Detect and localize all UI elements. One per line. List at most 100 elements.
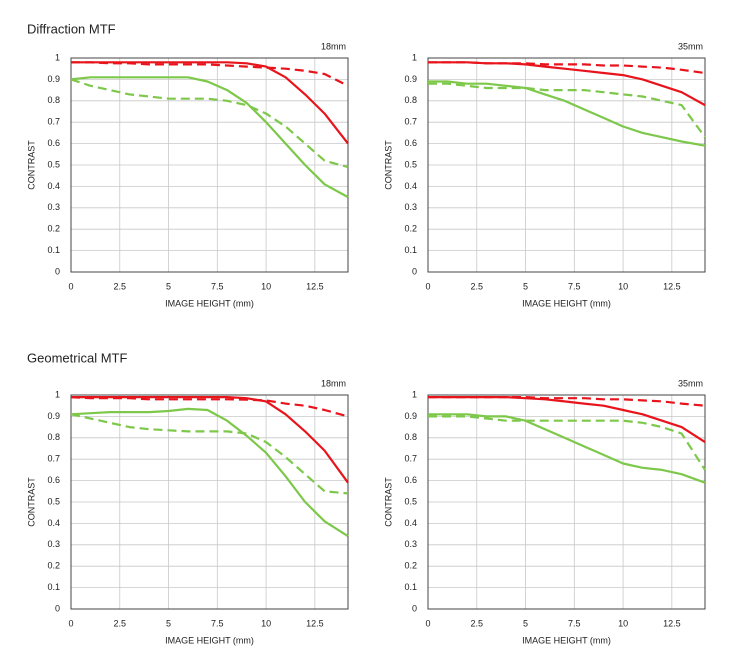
y-tick-label: 0.9 (47, 411, 60, 421)
mtf-line (70, 78, 349, 169)
y-tick-label: 0.3 (404, 202, 417, 212)
section-heading: Diffraction MTF (27, 21, 116, 36)
mtf-line (428, 80, 706, 147)
x-tick-label: 2.5 (471, 618, 484, 628)
x-axis-label: IMAGE HEIGHT (mm) (165, 298, 254, 308)
y-axis-label: CONTRAST (383, 477, 393, 527)
y-tick-label: 1 (412, 389, 417, 399)
y-tick-label: 0.8 (47, 432, 60, 442)
y-tick-label: 0.6 (404, 475, 417, 485)
x-tick-label: 5 (166, 618, 171, 628)
mtf-line (70, 396, 349, 418)
x-tick-label: 2.5 (114, 618, 127, 628)
y-tick-label: 0.1 (404, 582, 417, 592)
chart-title: 18mm (321, 378, 346, 388)
y-tick-label: 0.5 (404, 496, 417, 506)
plot-frame (70, 394, 349, 610)
plot-frame (427, 57, 706, 273)
y-tick-label: 0.1 (47, 245, 60, 255)
x-tick-label: 10 (261, 281, 271, 291)
y-axis-label: CONTRAST (26, 477, 36, 527)
y-tick-label: 0.2 (404, 561, 417, 571)
x-tick-label: 5 (523, 618, 528, 628)
y-tick-label: 0.5 (47, 159, 60, 169)
mtf-line (428, 396, 706, 407)
x-tick-label: 5 (523, 281, 528, 291)
y-tick-label: 0.2 (404, 224, 417, 234)
mtf-line (428, 413, 706, 484)
plot-frame (70, 57, 349, 273)
x-tick-label: 5 (166, 281, 171, 291)
y-tick-label: 0.7 (404, 117, 417, 127)
y-tick-label: 0.1 (404, 245, 417, 255)
y-tick-label: 0.9 (404, 74, 417, 84)
y-tick-label: 0.6 (404, 138, 417, 148)
y-tick-label: 0.6 (47, 138, 60, 148)
x-tick-label: 2.5 (114, 281, 127, 291)
x-tick-label: 12.5 (306, 618, 324, 628)
y-tick-label: 0.7 (404, 454, 417, 464)
x-axis-label: IMAGE HEIGHT (mm) (165, 635, 254, 645)
y-tick-label: 1 (55, 389, 60, 399)
y-tick-label: 0.9 (47, 74, 60, 84)
x-tick-label: 0 (425, 618, 430, 628)
x-tick-label: 0 (425, 281, 430, 291)
y-tick-label: 1 (55, 52, 60, 62)
y-tick-label: 0 (412, 266, 417, 276)
x-tick-label: 10 (618, 618, 628, 628)
x-tick-label: 0 (68, 281, 73, 291)
mtf-line (428, 82, 706, 138)
y-tick-label: 0.7 (47, 454, 60, 464)
y-tick-label: 0.4 (404, 518, 417, 528)
y-axis-label: CONTRAST (383, 140, 393, 190)
y-tick-label: 0 (412, 603, 417, 613)
y-tick-label: 0.5 (404, 159, 417, 169)
y-tick-label: 0.4 (47, 181, 60, 191)
y-tick-label: 0.3 (47, 539, 60, 549)
section-heading: Geometrical MTF (27, 350, 127, 365)
x-tick-label: 0 (68, 618, 73, 628)
y-tick-label: 0.4 (404, 181, 417, 191)
plot-frame (427, 394, 706, 610)
y-tick-label: 0.2 (47, 561, 60, 571)
y-tick-label: 0.6 (47, 475, 60, 485)
y-tick-label: 0.3 (404, 539, 417, 549)
x-tick-label: 10 (618, 281, 628, 291)
y-tick-label: 0 (55, 266, 60, 276)
chart-title: 35mm (678, 378, 703, 388)
mtf-line (428, 61, 706, 75)
x-tick-label: 10 (261, 618, 271, 628)
y-tick-label: 0 (55, 603, 60, 613)
x-axis-label: IMAGE HEIGHT (mm) (522, 635, 611, 645)
mtf-line (70, 407, 349, 538)
chart-title: 35mm (678, 41, 703, 51)
y-tick-label: 0.5 (47, 496, 60, 506)
x-tick-label: 12.5 (663, 618, 681, 628)
y-tick-label: 0.8 (404, 95, 417, 105)
mtf-line (428, 415, 706, 471)
x-tick-label: 7.5 (211, 281, 224, 291)
x-tick-label: 2.5 (471, 281, 484, 291)
mtf-line (70, 413, 349, 495)
mtf-line (71, 61, 349, 145)
chart-title: 18mm (321, 41, 346, 51)
y-tick-label: 0.9 (404, 411, 417, 421)
x-tick-label: 7.5 (211, 618, 224, 628)
y-tick-label: 0.4 (47, 518, 60, 528)
x-tick-label: 7.5 (568, 618, 581, 628)
y-tick-label: 0.8 (404, 432, 417, 442)
y-tick-label: 0.3 (47, 202, 60, 212)
y-tick-label: 0.7 (47, 117, 60, 127)
x-tick-label: 12.5 (663, 281, 681, 291)
x-axis-label: IMAGE HEIGHT (mm) (522, 298, 611, 308)
x-tick-label: 7.5 (568, 281, 581, 291)
mtf-line (71, 61, 349, 87)
x-tick-label: 12.5 (306, 281, 324, 291)
mtf-line (70, 76, 349, 199)
y-tick-label: 0.2 (47, 224, 60, 234)
y-tick-label: 1 (412, 52, 417, 62)
y-tick-label: 0.8 (47, 95, 60, 105)
y-tick-label: 0.1 (47, 582, 60, 592)
y-axis-label: CONTRAST (26, 140, 36, 190)
